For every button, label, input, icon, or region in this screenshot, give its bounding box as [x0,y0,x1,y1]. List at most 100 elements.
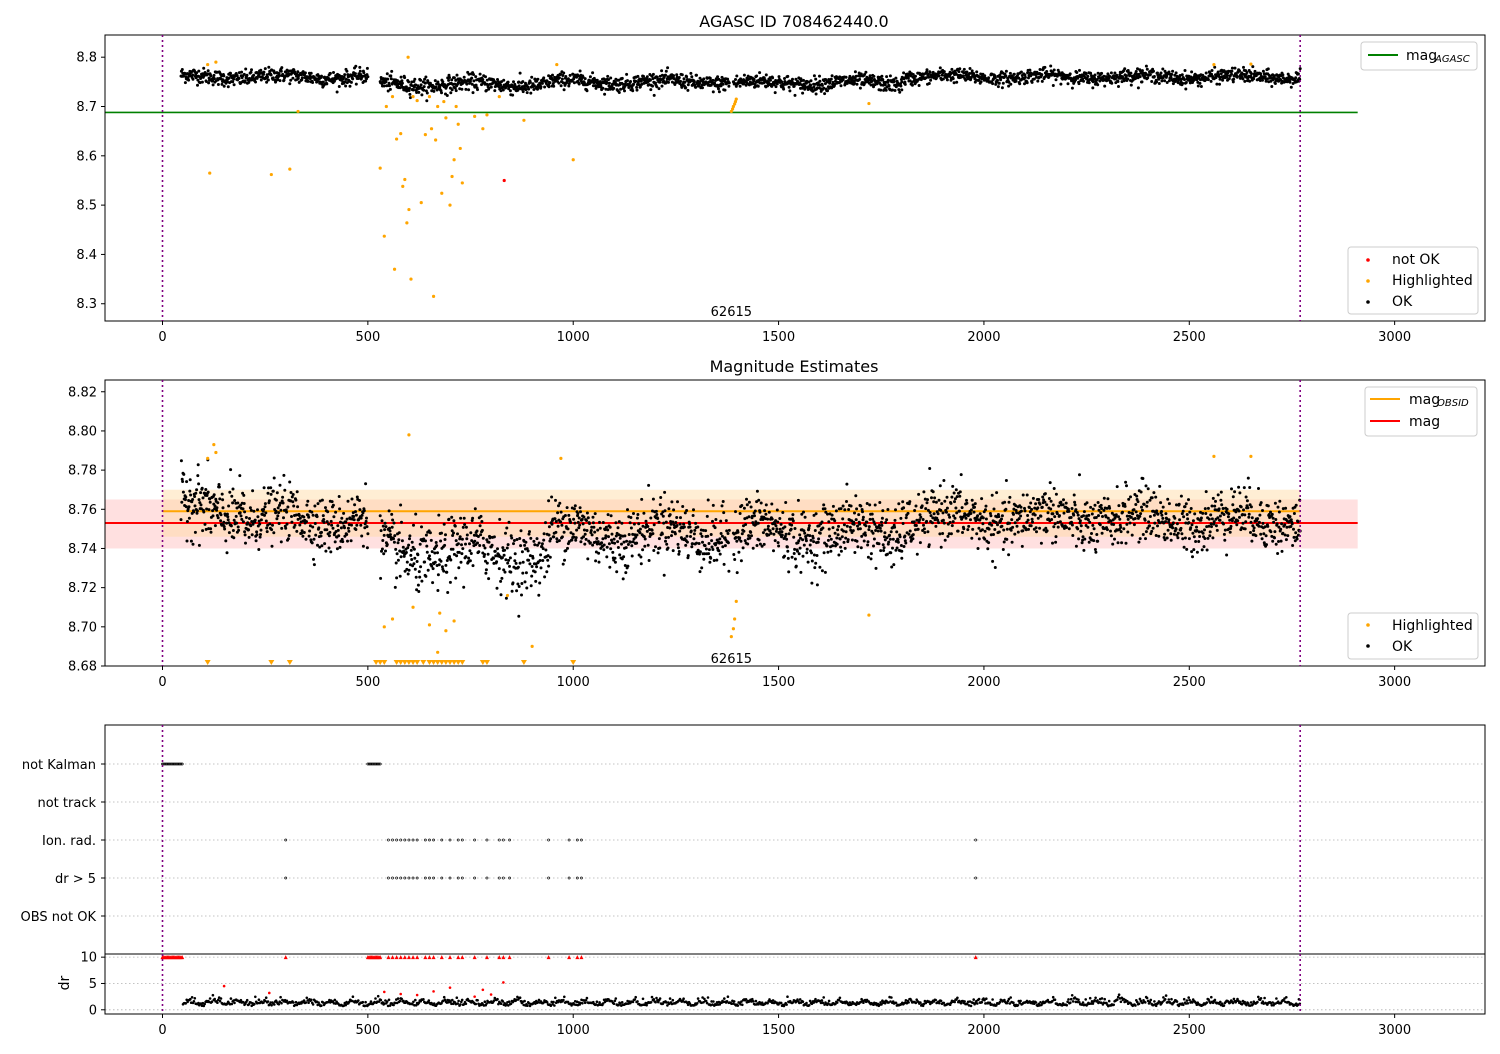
ok-point [908,500,911,503]
ok-point [960,473,963,476]
ok-point [1133,508,1136,511]
ok-point [1005,538,1008,541]
ok-point [516,538,519,541]
ok-point [550,496,553,499]
ok-point [232,529,235,532]
ok-point [323,521,326,524]
ok-point [359,70,362,73]
ok-point [783,555,786,558]
ok-point [922,524,925,527]
ok-point [1026,514,1029,517]
ok-point [893,80,896,83]
ok-point [611,551,614,554]
ok-point [1156,513,1159,516]
ok-point [1184,505,1187,508]
ok-point [444,564,447,567]
ok-point [725,519,728,522]
ok-point [1173,517,1176,520]
ok-point [416,553,419,556]
ok-point [412,89,415,92]
ok-point [1063,512,1066,515]
ok-point [692,508,695,511]
ok-point [878,542,881,545]
ok-point [1071,534,1074,537]
ok-point [513,559,516,562]
ok-point [493,89,496,92]
ok-point [806,548,809,551]
ok-point [1160,510,1163,513]
ok-point [498,567,501,570]
ok-point [787,557,790,560]
ok-point [1206,549,1209,552]
ok-point [739,85,742,88]
ok-point [289,79,292,82]
ok-point [279,509,282,512]
ok-point [460,561,463,564]
ok-point [1160,514,1163,517]
ok-point [301,76,304,79]
ok-point [1185,81,1188,84]
ok-point [797,499,800,502]
ok-point [394,548,397,551]
ok-point [327,523,330,526]
ok-point [446,559,449,562]
ok-point [905,516,908,519]
ok-point [902,71,905,74]
ok-point [543,532,546,535]
ok-point [544,549,547,552]
ok-point [1099,511,1102,514]
ok-point [1147,520,1150,523]
ok-point [419,565,422,568]
ok-point [567,527,570,530]
ok-point [465,526,468,529]
ok-point [294,499,297,502]
ok-point [532,540,535,543]
ok-point [429,531,432,534]
ok-point [1001,86,1004,89]
ok-point [278,522,281,525]
ok-point [1197,540,1200,543]
ok-point [1200,517,1203,520]
ok-point [918,518,921,521]
ok-point [981,528,984,531]
ok-point [313,538,316,541]
ok-point [794,527,797,530]
ok-point [1172,521,1175,524]
ok-point [288,82,291,85]
ok-point [1154,496,1157,499]
ok-point [1210,525,1213,528]
ok-point [1071,87,1074,90]
ok-point [716,75,719,78]
ok-point [727,532,730,535]
ok-point [1184,88,1187,91]
ok-point [836,528,839,531]
ok-point [1097,501,1100,504]
ok-point [720,532,723,535]
ok-point [1091,86,1094,89]
highlighted-point [442,100,445,103]
ok-point [653,94,656,97]
ok-point [928,543,931,546]
ok-point [1219,519,1222,522]
ok-point [930,496,933,499]
ok-point [684,86,687,89]
ok-point [259,536,262,539]
ok-point [181,68,184,71]
ok-point [397,538,400,541]
ok-point [859,87,862,90]
ok-point [763,509,766,512]
ok-point [963,68,966,71]
ok-point [1100,72,1103,75]
ok-point [424,76,427,79]
ok-point [671,521,674,524]
ok-point [1121,511,1124,514]
ok-point [1203,528,1206,531]
ok-point [520,594,523,597]
ok-point [770,85,773,88]
ok-point [874,529,877,532]
ok-point [810,539,813,542]
ok-point [265,527,268,530]
ok-point [568,82,571,85]
ok-point [674,532,677,535]
ok-point [1170,539,1173,542]
